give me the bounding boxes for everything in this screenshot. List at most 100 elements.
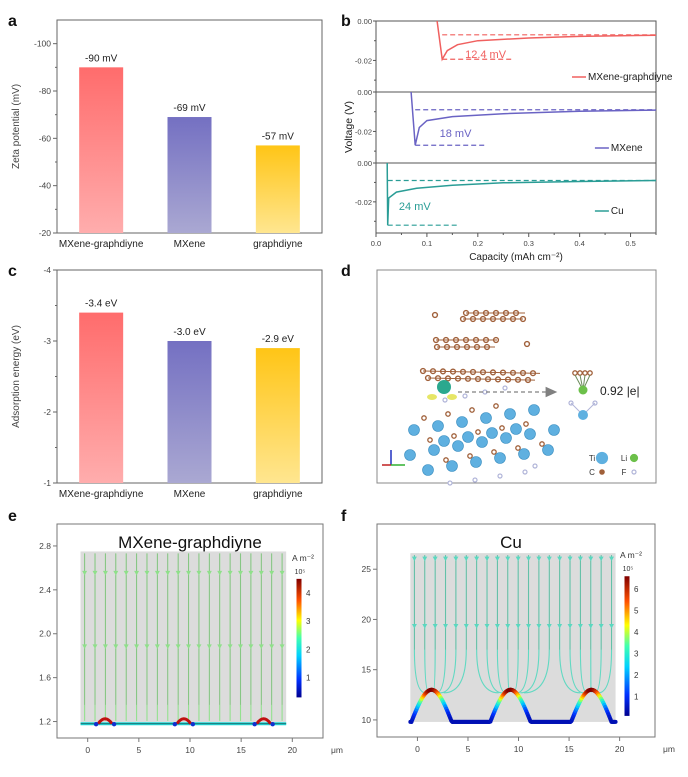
streamline-arrow	[227, 570, 233, 576]
streamline-arrow	[588, 623, 594, 629]
streamline-arrow	[279, 570, 285, 576]
overpotential-label: 18 mV	[440, 128, 472, 140]
streamline-arrow	[598, 623, 604, 629]
carbon-atom	[539, 441, 545, 447]
x-category-label: graphdiyne	[253, 239, 303, 250]
ti-atom	[548, 424, 560, 436]
streamline-arrow	[494, 623, 500, 629]
x-category-label: MXene-graphdiyne	[59, 489, 144, 500]
colorbar-unit: A m⁻²	[292, 553, 314, 563]
low-current-spot	[93, 722, 99, 727]
y-tick-label: 2.0	[39, 629, 51, 639]
y-tick-label: 0.00	[357, 17, 372, 26]
current-streamline	[598, 555, 613, 694]
plot-title: Cu	[500, 533, 522, 552]
colorbar-tick-label: 3	[306, 617, 311, 626]
ti-atom	[500, 432, 512, 444]
colorbar-scale: 10⁵	[295, 569, 306, 576]
ti-atom	[524, 428, 536, 440]
panel-label-b: b	[341, 13, 351, 30]
ti-atom	[518, 448, 530, 460]
streamline-arrow	[154, 570, 160, 576]
legend-atom-swatch	[595, 451, 609, 465]
x-tick-label: 15	[236, 745, 246, 755]
streamline-arrow	[165, 644, 171, 649]
streamline-arrow	[113, 644, 119, 649]
x-tick-label: 5	[466, 744, 471, 754]
low-current-spot	[172, 722, 178, 727]
streamline-arrow	[567, 623, 573, 629]
streamline-arrow	[536, 623, 542, 629]
ti-atom	[432, 420, 444, 432]
x-tick-label: 10	[185, 745, 195, 755]
colorbar-tick-label: 4	[306, 589, 311, 598]
colorbar-scale: 10⁵	[623, 566, 634, 573]
y-tick-label: -80	[39, 86, 52, 96]
streamline-arrow	[567, 556, 573, 562]
streamline-arrow	[609, 556, 615, 562]
streamline-arrow	[546, 556, 552, 562]
x-tick-label: 0.5	[625, 239, 635, 248]
x-unit-label: μm	[663, 744, 675, 754]
y-tick-label: 25	[362, 564, 372, 574]
axis-triad-icon	[382, 450, 405, 466]
streamline-arrow	[411, 623, 417, 629]
carbon-atom	[451, 433, 457, 439]
fluorine-atom	[447, 480, 453, 486]
x-tick-label: 15	[564, 744, 574, 754]
streamline-arrow	[474, 556, 480, 562]
colorbar	[624, 576, 630, 716]
ti-atom	[422, 464, 434, 476]
ti-atom	[480, 412, 492, 424]
current-streamline	[443, 555, 467, 694]
ti-atom	[408, 424, 420, 436]
legend-element-symbol: C	[589, 468, 595, 477]
streamline-arrow	[432, 623, 438, 629]
streamline-arrow	[526, 623, 532, 629]
legend-label: MXene	[611, 143, 643, 154]
bar-value-label: -3.4 eV	[85, 299, 118, 310]
voltage-capacity-chart: 0.00 -0.02 12.4 mV MXene-graphdiyne 0.00 -0.0…	[343, 17, 673, 263]
carbon-atom	[499, 425, 505, 431]
x-tick-label: 0.0	[371, 239, 381, 248]
streamline-arrow	[484, 623, 490, 629]
carbon-atom	[493, 403, 499, 409]
legend-label: MXene-graphdiyne	[588, 72, 673, 83]
streamline-arrow	[269, 644, 275, 649]
y-tick-label: 15	[362, 665, 372, 675]
colorbar-tick-label: 2	[634, 671, 639, 680]
colorbar-unit: A m⁻²	[620, 550, 642, 560]
y-tick-label: 1.6	[39, 673, 51, 683]
ti-atom	[452, 440, 464, 452]
current-streamline	[520, 555, 540, 694]
voltage-curve-cu	[386, 162, 657, 226]
streamline-arrow	[113, 570, 119, 576]
bar-graphdiyne	[255, 145, 300, 233]
low-current-spot	[270, 722, 275, 727]
legend-label: Cu	[611, 206, 624, 217]
streamline-arrow	[206, 644, 212, 649]
low-current-spot	[190, 722, 196, 727]
streamline-arrow	[123, 644, 129, 649]
adsorption-energy-chart: -1 -2 -3 -4 Adsorption energy (eV) -3.4 eV MXe…	[11, 265, 323, 500]
streamline-arrow	[175, 570, 181, 576]
bar-value-label: -90 mV	[85, 53, 118, 64]
y-tick-label: -4	[43, 265, 51, 275]
streamline-arrow	[269, 570, 275, 576]
fluorine-atom	[532, 463, 538, 469]
fluorine-atom	[462, 393, 468, 399]
streamline-arrow	[526, 556, 532, 562]
carbon-atom	[443, 457, 449, 463]
current-density-mxene-graphdiyne: MXene-graphdiyne 1.2 1.6 2.0 2.4 2.8 0 5 10 15 20 μ…	[39, 523, 343, 755]
ti-atom	[578, 410, 588, 420]
x-category-label: MXene	[174, 489, 206, 500]
charge-density-lobe	[427, 394, 437, 400]
panel-label-c: c	[8, 263, 17, 280]
streamline-arrow	[102, 570, 108, 576]
y-axis-label: Adsorption energy (eV)	[11, 325, 22, 428]
y-tick-label: 2.4	[39, 585, 51, 595]
streamline-arrow	[258, 644, 264, 649]
bar-value-label: -69 mV	[173, 103, 206, 114]
current-streamline	[413, 555, 426, 694]
current-streamline	[486, 555, 503, 694]
